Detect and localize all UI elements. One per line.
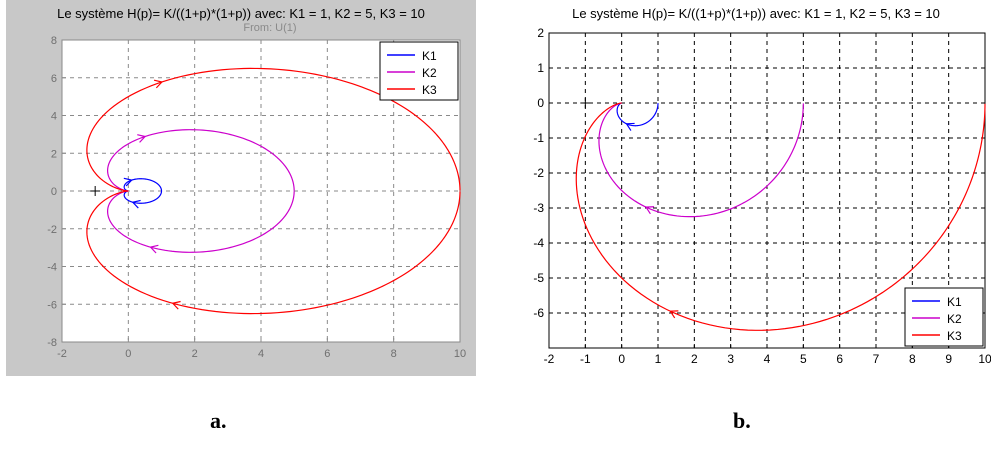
series-arrow-k2 [149,244,159,254]
x-tick-label: 2 [691,352,698,366]
x-tick-label: 2 [192,348,198,360]
legend-label-k2: K2 [947,312,962,326]
legend-box [904,287,984,347]
y-tick-label: -6 [47,299,57,311]
legend-label-k1: K1 [422,49,437,63]
legend: K1 K2 K3 [904,287,984,347]
x-tick-label: 4 [258,348,264,360]
nyquist-plot-b: Le système H(p)= K/((1+p)*(1+p)) avec: K… [521,0,991,376]
x-tick-label: -1 [580,352,591,366]
y-tick-label: 8 [51,35,57,47]
series-k3 [86,67,461,315]
x-tick-label: 7 [873,352,880,366]
chart-title: Le système H(p)= K/((1+p)*(1+p)) avec: K… [572,6,940,21]
x-tick-label: 10 [978,352,991,366]
legend: K1 K2 K3 [379,41,459,101]
x-tick-label: 8 [909,352,916,366]
series-arrow-k2 [644,206,655,215]
y-tick-label: -5 [533,271,544,285]
x-tick-label: 1 [655,352,662,366]
x-tick-label: 6 [836,352,843,366]
series-line-mirror-k3 [86,67,461,192]
y-tick-label: 1 [537,61,544,75]
series-k3 [575,102,986,331]
x-tick-label: 5 [800,352,807,366]
legend-label-k3: K3 [947,329,962,343]
series-arrow-k3 [171,300,181,310]
y-tick-label: 2 [51,148,57,160]
critical-point-marker [90,186,101,196]
x-tick-label: 0 [125,348,131,360]
nyquist-plot-a: Le système H(p)= K/((1+p)*(1+p)) avec: K… [6,0,476,376]
y-tick-label: -2 [533,166,544,180]
chart-title: Le système H(p)= K/((1+p)*(1+p)) avec: K… [57,6,425,21]
x-tick-label: 8 [391,348,397,360]
series-arrow-mirror-k1 [123,177,133,187]
series-arrow-k3 [669,310,679,319]
nyquist-plot-a-svg: Le système H(p)= K/((1+p)*(1+p)) avec: K… [6,0,476,376]
x-tick-label: -2 [544,352,555,366]
series-arrow-k1 [131,199,141,209]
y-tick-label: -4 [47,262,57,274]
y-tick-label: -3 [533,201,544,215]
x-tick-label: 9 [945,352,952,366]
critical-point-marker [580,98,591,108]
series-arrow-mirror-k2 [137,134,147,143]
caption-a: a. [210,408,227,433]
x-tick-label: 10 [454,348,466,360]
x-tick-label: 6 [324,348,330,360]
nyquist-plot-b-svg: Le système H(p)= K/((1+p)*(1+p)) avec: K… [521,0,991,376]
x-tick-label: 3 [727,352,734,366]
legend-label-k1: K1 [947,295,962,309]
series-arrow-mirror-k3 [153,79,164,89]
legend-label-k2: K2 [422,66,437,80]
y-tick-label: 4 [51,111,57,123]
grid-lines [548,32,986,348]
caption-b: b. [733,408,751,433]
y-tick-label: -6 [533,306,544,320]
y-tick-label: -2 [47,224,57,236]
y-tick-label: 0 [51,186,57,198]
x-tick-label: 0 [618,352,625,366]
y-tick-label: -8 [47,337,57,349]
series-line-k3 [575,102,986,331]
y-tick-label: 6 [51,73,57,85]
x-tick-label: -2 [57,348,67,360]
y-tick-label: -4 [533,236,544,250]
y-tick-label: -1 [533,131,544,145]
y-tick-label: 0 [537,96,544,110]
y-tick-label: 2 [537,26,544,40]
chart-subtitle: From: U(1) [243,22,296,34]
legend-label-k3: K3 [422,83,437,97]
series-arrow-k1 [625,122,635,131]
x-tick-label: 4 [764,352,771,366]
legend-box [379,41,459,101]
